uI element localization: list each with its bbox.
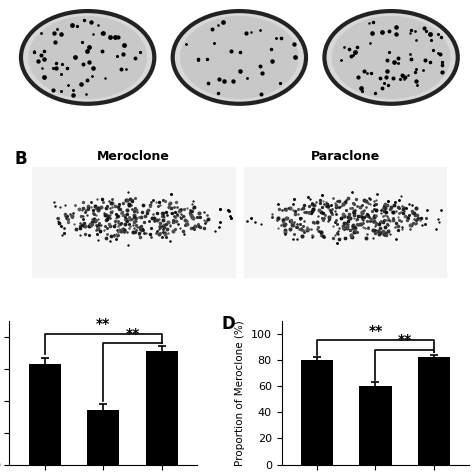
Bar (87, 410, 119, 465)
Ellipse shape (173, 11, 306, 104)
Text: D: D (221, 315, 235, 333)
Bar (28, 364, 61, 465)
Text: **: ** (96, 317, 110, 331)
Bar (301, 360, 333, 465)
Text: **: ** (126, 327, 140, 341)
Text: **: ** (368, 324, 383, 338)
Text: Meroclone: Meroclone (97, 150, 170, 163)
Ellipse shape (29, 17, 146, 98)
Y-axis label: Proportion of Meroclone (%): Proportion of Meroclone (%) (235, 320, 246, 465)
Ellipse shape (21, 11, 155, 104)
Bar (418, 357, 450, 465)
Bar (359, 386, 392, 465)
Ellipse shape (332, 17, 450, 98)
Text: **: ** (398, 333, 412, 347)
FancyBboxPatch shape (244, 167, 446, 277)
Bar (146, 351, 178, 465)
Ellipse shape (181, 17, 298, 98)
Text: B: B (14, 150, 27, 168)
FancyBboxPatch shape (32, 167, 235, 277)
Text: Paraclone: Paraclone (310, 150, 380, 163)
Ellipse shape (324, 11, 458, 104)
